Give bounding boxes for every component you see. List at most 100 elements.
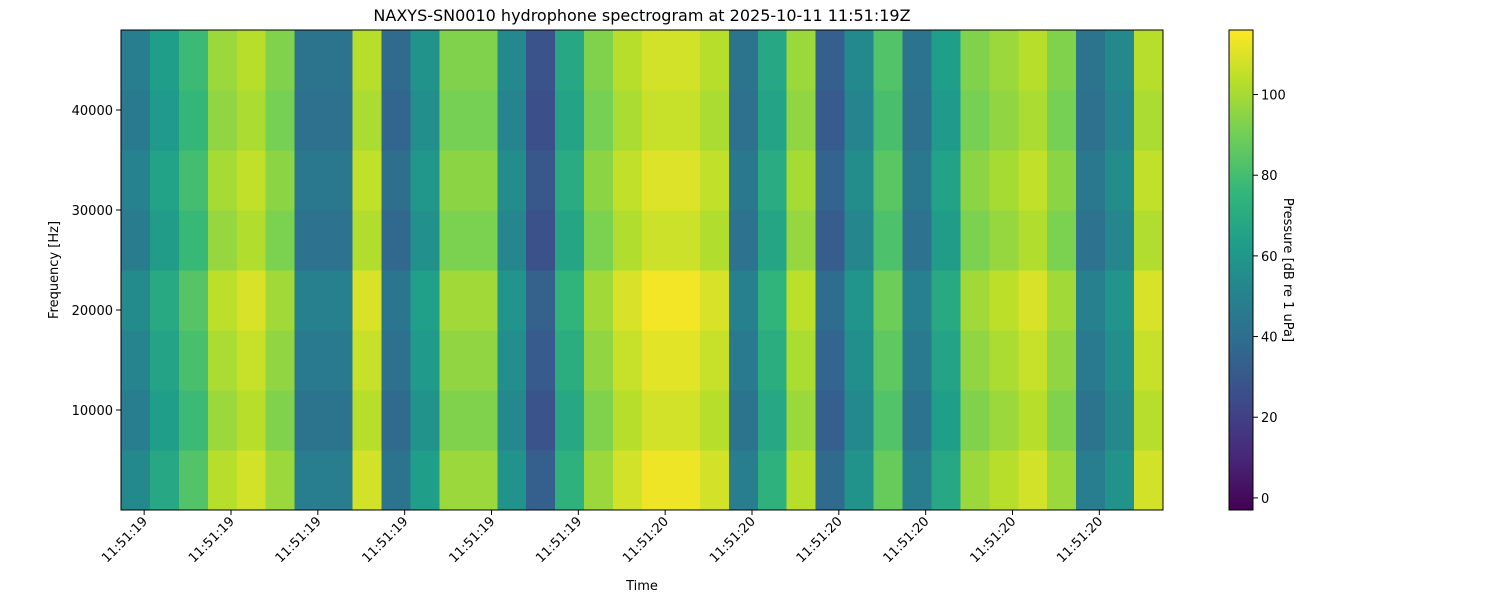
heatmap-cell (989, 30, 1019, 91)
heatmap-cell (294, 390, 325, 451)
heatmap-cell (1134, 150, 1164, 211)
heatmap-cell (873, 90, 903, 151)
heatmap-cell (121, 150, 151, 211)
heatmap-cell (902, 450, 932, 511)
heatmap-cell (497, 330, 527, 391)
heatmap-cell (526, 90, 556, 151)
heatmap-cell (1047, 330, 1077, 391)
heatmap-cell (931, 90, 961, 151)
heatmap-cell (728, 390, 759, 451)
heatmap-cell (526, 30, 556, 91)
heatmap-cell (1018, 330, 1048, 391)
heatmap-cell (699, 150, 730, 211)
heatmap-cell (410, 390, 440, 451)
heatmap-cell (670, 450, 701, 511)
heatmap-cell (265, 210, 296, 271)
heatmap-cell (178, 450, 209, 511)
heatmap-cell (1134, 210, 1164, 271)
heatmap-cell (497, 30, 527, 91)
heatmap-cell (642, 90, 672, 151)
heatmap-cell (989, 210, 1019, 271)
heatmap-cell (121, 450, 151, 511)
heatmap-cell (236, 30, 267, 91)
heatmap-cell (468, 30, 498, 91)
heatmap-cell (642, 210, 672, 271)
y-tick-label: 10000 (72, 404, 113, 419)
heatmap-cell (439, 270, 469, 331)
heatmap-cell (642, 150, 672, 211)
heatmap-cell (786, 270, 817, 331)
heatmap-cell (757, 450, 788, 511)
heatmap-cell (1018, 30, 1048, 91)
heatmap-cell (294, 450, 325, 511)
heatmap-cell (931, 210, 961, 271)
colorbar (1228, 29, 1254, 511)
heatmap-cell (497, 270, 527, 331)
heatmap-cell (844, 450, 875, 511)
heatmap-cell (844, 330, 875, 391)
heatmap-cell (410, 270, 440, 331)
heatmap-cell (670, 90, 701, 151)
heatmap-cell (873, 150, 903, 211)
heatmap-cell (468, 210, 498, 271)
heatmap-cell (294, 270, 325, 331)
heatmap-cell (323, 210, 354, 271)
heatmap-cell (1105, 270, 1135, 331)
heatmap-cell (178, 90, 209, 151)
heatmap-cell (728, 330, 759, 391)
heatmap-cell (584, 390, 614, 451)
heatmap-cell (1105, 150, 1135, 211)
heatmap-cell (352, 30, 382, 91)
heatmap-cell (902, 390, 932, 451)
x-tick-label: 11:51:19 (186, 514, 238, 566)
heatmap-cell (670, 30, 701, 91)
heatmap-cell (902, 90, 932, 151)
heatmap-cell (989, 270, 1019, 331)
heatmap-cell (757, 390, 788, 451)
heatmap-cell (352, 450, 382, 511)
colorbar-tick-label: 40 (1261, 331, 1278, 346)
heatmap-cell (1076, 270, 1106, 331)
heatmap-cell (670, 150, 701, 211)
heatmap-cell (960, 90, 990, 151)
heatmap-cell (468, 150, 498, 211)
heatmap-cell (352, 210, 382, 271)
heatmap-cell (149, 210, 180, 271)
heatmap-cell (960, 210, 990, 271)
heatmap-cell (815, 450, 846, 511)
heatmap-cell (178, 30, 209, 91)
heatmap-cell (149, 450, 180, 511)
heatmap-cell (381, 30, 411, 91)
heatmap-cell (931, 330, 961, 391)
heatmap-cell (642, 450, 672, 511)
heatmap-cell (410, 450, 440, 511)
heatmap-cell (121, 270, 151, 331)
heatmap-cell (902, 210, 932, 271)
heatmap-cell (844, 150, 875, 211)
heatmap-cell (381, 390, 411, 451)
heatmap-cell (207, 30, 238, 91)
heatmap-cell (613, 150, 643, 211)
colorbar-label: Pressure [dB re 1 uPa] (1280, 198, 1295, 342)
heatmap-cell (1047, 150, 1077, 211)
heatmap-cell (1018, 150, 1048, 211)
heatmap-cell (555, 210, 585, 271)
heatmap-cell (526, 450, 556, 511)
heatmap-cell (555, 450, 585, 511)
heatmap-cell (699, 330, 730, 391)
x-tick-label: 11:51:20 (620, 514, 672, 566)
heatmap-cell (873, 330, 903, 391)
heatmap-cell (381, 210, 411, 271)
heatmap-cell (207, 450, 238, 511)
heatmap-cell (815, 330, 846, 391)
heatmap-cell (815, 270, 846, 331)
heatmap-cell (902, 270, 932, 331)
heatmap-cell (265, 330, 296, 391)
heatmap-cell (381, 330, 411, 391)
heatmap-cell (526, 270, 556, 331)
heatmap-cell (844, 210, 875, 271)
heatmap-cell (757, 30, 788, 91)
heatmap-cell (960, 450, 990, 511)
heatmap-cell (960, 390, 990, 451)
heatmap-cell (1105, 330, 1135, 391)
